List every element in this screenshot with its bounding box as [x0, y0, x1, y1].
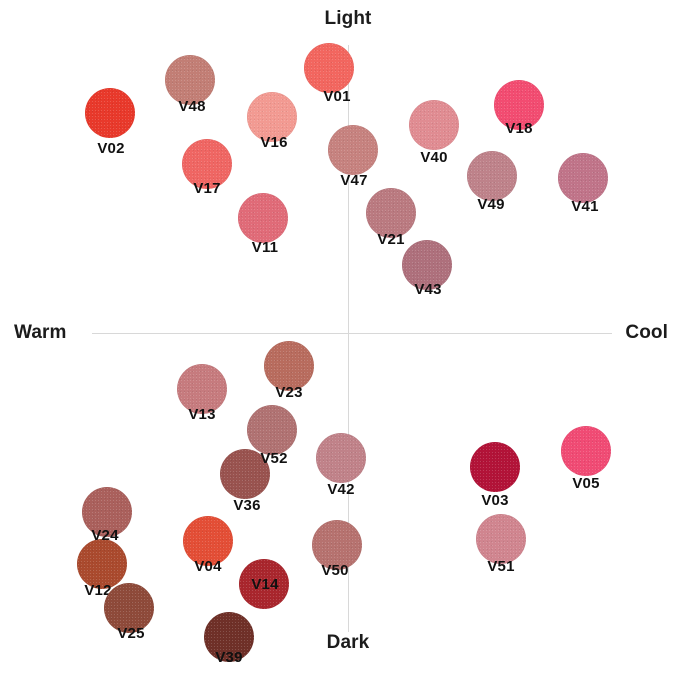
shade-label-v16: V16 — [260, 134, 288, 151]
swatch-texture-overlay — [558, 153, 608, 203]
swatch-texture-overlay — [328, 125, 378, 175]
vertical-axis-line — [348, 45, 349, 632]
swatch-texture-overlay — [467, 151, 517, 201]
shade-label-v23: V23 — [275, 384, 303, 401]
axis-label-cool: Cool — [625, 322, 668, 343]
swatch-texture-overlay — [470, 442, 520, 492]
shade-label-v50: V50 — [321, 562, 349, 579]
axis-label-dark: Dark — [326, 632, 370, 653]
swatch-texture-overlay — [409, 100, 459, 150]
swatch-texture-overlay — [316, 433, 366, 483]
swatch-texture-overlay — [247, 405, 297, 455]
shade-label-v04: V04 — [194, 558, 222, 575]
shade-label-v01: V01 — [323, 88, 351, 105]
axis-label-warm: Warm — [14, 322, 67, 343]
shade-swatch-v11[interactable] — [238, 193, 288, 243]
swatch-texture-overlay — [85, 88, 135, 138]
shade-label-v51: V51 — [487, 558, 515, 575]
shade-swatch-v41[interactable] — [558, 153, 608, 203]
horizontal-axis-line — [92, 333, 612, 334]
shade-swatch-v42[interactable] — [316, 433, 366, 483]
shade-label-v03: V03 — [481, 492, 509, 509]
shade-label-v40: V40 — [420, 149, 448, 166]
shade-label-v47: V47 — [340, 172, 368, 189]
shade-swatch-v52[interactable] — [247, 405, 297, 455]
shade-swatch-v40[interactable] — [409, 100, 459, 150]
shade-label-v25: V25 — [117, 625, 145, 642]
shade-swatch-v47[interactable] — [328, 125, 378, 175]
shade-swatch-v01[interactable] — [304, 43, 354, 93]
shade-swatch-v05[interactable] — [561, 426, 611, 476]
shade-label-v52: V52 — [260, 450, 288, 467]
swatch-texture-overlay — [476, 514, 526, 564]
shade-label-v13: V13 — [188, 406, 216, 423]
shade-label-v02: V02 — [97, 140, 125, 157]
shade-label-v17: V17 — [193, 180, 221, 197]
shade-swatch-v51[interactable] — [476, 514, 526, 564]
shade-label-v41: V41 — [571, 198, 599, 215]
shade-label-v43: V43 — [414, 281, 442, 298]
shade-label-v42: V42 — [327, 481, 355, 498]
shade-swatch-v02[interactable] — [85, 88, 135, 138]
shade-label-v05: V05 — [572, 475, 600, 492]
axis-label-light: Light — [324, 8, 372, 29]
shade-label-v14: V14 — [251, 576, 279, 593]
swatch-texture-overlay — [304, 43, 354, 93]
shade-label-v49: V49 — [477, 196, 505, 213]
shade-label-v36: V36 — [233, 497, 261, 514]
shade-label-v21: V21 — [377, 231, 405, 248]
shade-swatch-v03[interactable] — [470, 442, 520, 492]
shade-label-v24: V24 — [91, 527, 119, 544]
shade-label-v18: V18 — [505, 120, 533, 137]
swatch-texture-overlay — [238, 193, 288, 243]
shade-label-v11: V11 — [251, 239, 279, 256]
shade-label-v39: V39 — [215, 649, 243, 666]
shade-label-v12: V12 — [84, 582, 112, 599]
swatch-texture-overlay — [561, 426, 611, 476]
shade-swatch-v49[interactable] — [467, 151, 517, 201]
shade-label-v48: V48 — [178, 98, 206, 115]
